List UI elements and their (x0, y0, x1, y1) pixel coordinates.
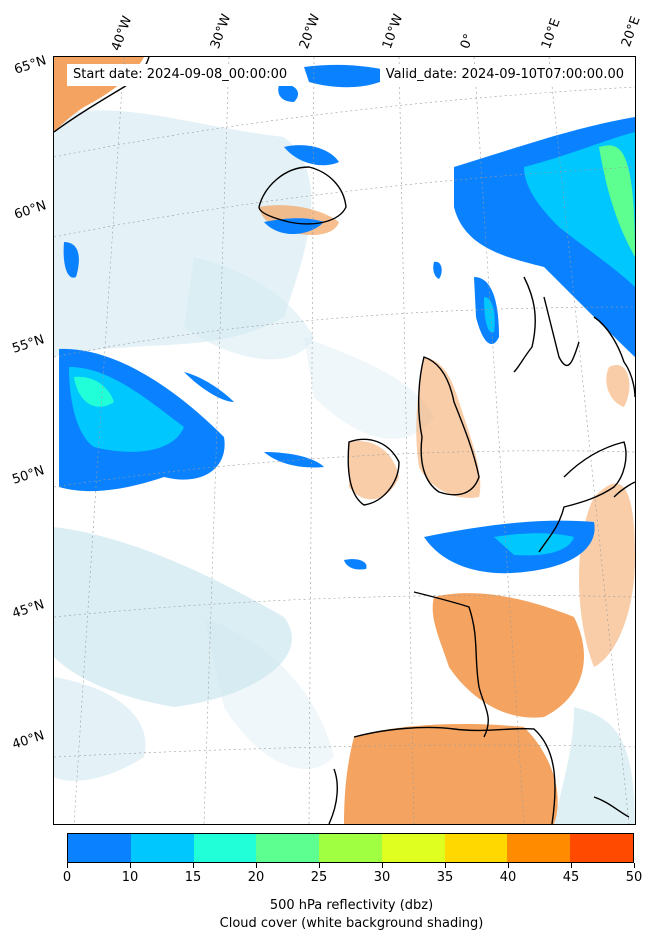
colorbar-tick-label: 35 (436, 870, 454, 885)
colorbar-tick-label: 15 (184, 870, 202, 885)
lat-label-45n: 45°N (10, 597, 47, 622)
colorbar-segment (193, 834, 257, 862)
reflectivity-layer (59, 64, 635, 574)
map-canvas (54, 57, 635, 824)
cloud-cover-layer (54, 110, 635, 824)
lon-label-30w: 30°W (207, 12, 235, 51)
colorbar-tick (633, 863, 635, 868)
colorbar-label-line1: 500 hPa reflectivity (dbz) (269, 898, 434, 913)
ireland-coast (347, 438, 400, 506)
lat-label-65n: 65°N (12, 53, 49, 78)
colorbar-tick (381, 863, 383, 868)
iberia-shape (344, 724, 558, 824)
lon-label-10e: 10°E (538, 16, 564, 51)
lon-label-20w: 20°W (296, 12, 324, 51)
france-shape (432, 593, 584, 718)
colorbar-tick (192, 863, 194, 868)
colorbar-tick (318, 863, 320, 868)
colorbar-tick-label: 50 (625, 870, 643, 885)
graticule (54, 57, 635, 824)
uk-coast (417, 356, 480, 496)
ireland-shape (349, 441, 399, 500)
coastlines (54, 57, 635, 824)
colorbar-segment (256, 834, 320, 862)
colorbar-tick (444, 863, 446, 868)
start-date-label: Start date: 2024-09-08_00:00:00 (67, 64, 294, 86)
iberia-coast (353, 726, 556, 824)
colorbar-label-line2: Cloud cover (white background shading) (219, 916, 484, 931)
colorbar-tick (129, 863, 131, 868)
denmark-shape (606, 365, 630, 407)
colorbar-segment (68, 834, 131, 862)
colorbar-tick-label: 20 (247, 870, 265, 885)
colorbar-segment (130, 834, 194, 862)
map-panel (53, 56, 636, 825)
colorbar-tick-label: 25 (310, 870, 328, 885)
lat-label-50n: 50°N (10, 463, 47, 488)
colorbar-tick (255, 863, 257, 868)
colorbar-tick-label: 0 (62, 870, 72, 885)
valid-date-label: Valid_date: 2024-09-10T07:00:00.00 (379, 64, 630, 86)
lon-label-20e: 20°E (618, 14, 644, 50)
central-europe-shape (579, 483, 635, 667)
lat-label-60n: 60°N (12, 198, 49, 223)
lon-label-40w: 40°W (108, 14, 136, 53)
colorbar-segment (319, 834, 382, 862)
lon-label-10w: 10°W (379, 12, 407, 51)
colorbar-tick-label: 30 (373, 870, 391, 885)
colorbar-segment (444, 834, 508, 862)
colorbar-tick-label: 40 (499, 870, 517, 885)
colorbar-segment (507, 834, 571, 862)
uk-shape (416, 357, 481, 498)
colorbar-tick (570, 863, 572, 868)
colorbar-segment (570, 834, 634, 862)
colorbar-tick-label: 45 (562, 870, 580, 885)
lat-label-55n: 55°N (10, 332, 47, 357)
reflectivity-colorbar (67, 833, 634, 863)
lon-label-0: 0° (457, 31, 478, 51)
colorbar-segment (381, 834, 445, 862)
colorbar-tick (507, 863, 509, 868)
lat-label-40n: 40°N (10, 728, 47, 753)
iceland-coast (258, 166, 347, 225)
colorbar-tick (66, 863, 68, 868)
colorbar-tick-label: 10 (121, 870, 139, 885)
